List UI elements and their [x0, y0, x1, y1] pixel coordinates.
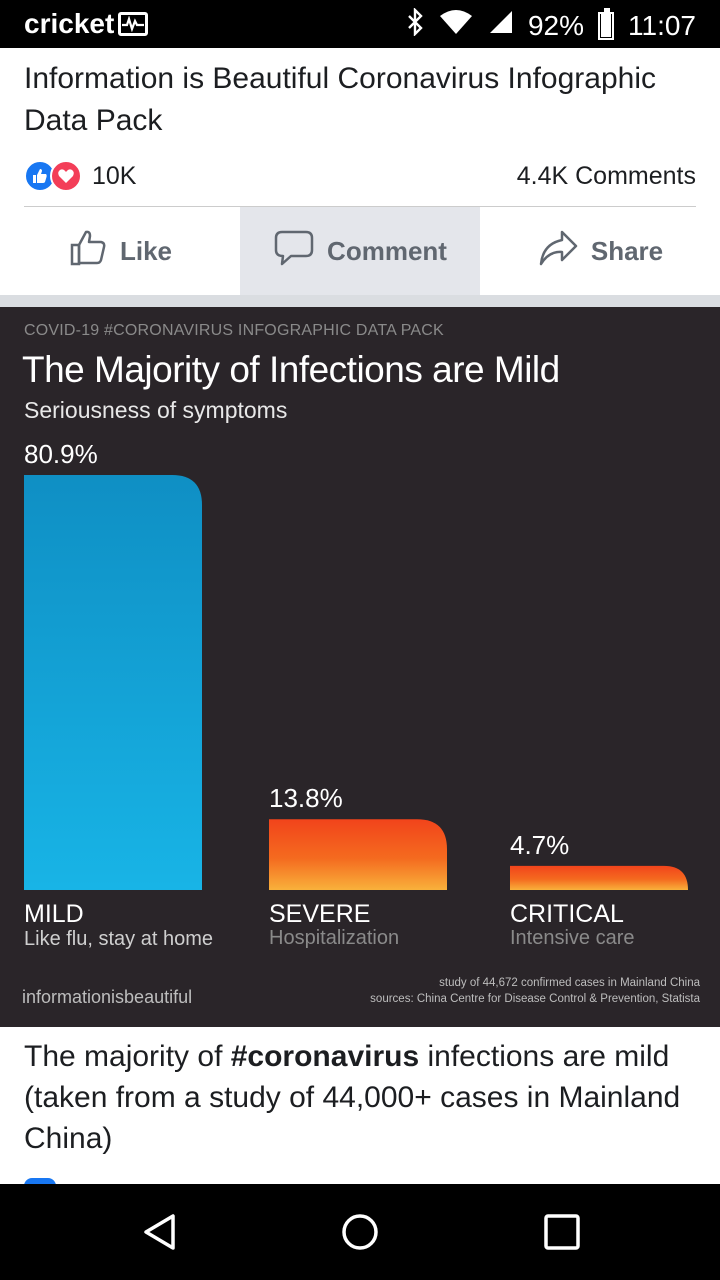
sources-note: sources: China Centre for Disease Contro… — [370, 993, 700, 1005]
bar-severe — [269, 819, 447, 890]
brand-logo: informationisbeautiful — [22, 987, 193, 1007]
reactions-row: 10K 4.4K Comments — [24, 156, 696, 196]
value-label-critical: 4.7% — [510, 830, 569, 860]
value-label-mild: 80.9% — [24, 439, 98, 469]
carrier: cricket — [24, 8, 149, 40]
category-desc-severe: Hospitalization — [269, 927, 400, 949]
comment-label: Comment — [327, 235, 447, 266]
infographic-kicker: COVID-19 #CORONAVIRUS INFOGRAPHIC DATA P… — [24, 322, 444, 339]
chart-title: The Majority of Infections are Mild — [22, 349, 560, 390]
bar-chart: 80.9% 13.8% 4.7% — [24, 439, 688, 890]
like-label: Like — [119, 235, 173, 266]
post-separator — [0, 295, 720, 307]
reaction-count[interactable]: 10K — [92, 161, 137, 190]
signal-icon — [488, 9, 514, 42]
status-icons: 4 92% 11:07 — [406, 7, 696, 43]
love-reaction-icon[interactable] — [50, 160, 82, 192]
carrier-logo-icon — [118, 12, 149, 36]
comment-bubble-icon — [273, 228, 315, 275]
comment-button[interactable]: Comment — [240, 207, 480, 295]
status-bar: cricket 4 92% 11:07 — [0, 0, 720, 48]
share-button[interactable]: Share — [480, 207, 720, 295]
category-label-mild: MILD — [24, 900, 84, 928]
divider — [24, 206, 696, 207]
post-title[interactable]: Information is Beautiful Coronavirus Inf… — [24, 62, 656, 137]
avatar[interactable] — [24, 1178, 56, 1186]
category-desc-mild: Like flu, stay at home — [24, 928, 213, 950]
like-button[interactable]: Like — [0, 207, 240, 295]
bluetooth-icon — [406, 7, 424, 43]
chart-subtitle: Seriousness of symptoms — [24, 397, 288, 423]
bar-mild — [24, 475, 202, 890]
battery-icon — [598, 7, 614, 40]
category-label-severe: SEVERE — [269, 900, 371, 928]
share-label: Share — [590, 235, 664, 266]
caption-text-rest: infections are mild (taken from a study … — [24, 1040, 681, 1155]
category-desc-critical: Intensive care — [510, 927, 635, 949]
carrier-name: cricket — [24, 8, 115, 39]
caption-text: The majority of — [24, 1040, 231, 1073]
recents-icon[interactable] — [542, 1212, 582, 1257]
svg-text:4: 4 — [460, 26, 466, 36]
study-note: study of 44,672 confirmed cases in Mainl… — [439, 977, 700, 989]
post-actions: Like Comment Share — [0, 207, 720, 295]
home-icon[interactable] — [340, 1212, 380, 1257]
battery-percent: 92% — [527, 9, 584, 41]
hashtag-link[interactable]: #coronavirus — [230, 1040, 420, 1073]
thumbs-up-icon — [68, 228, 108, 275]
share-arrow-icon — [537, 228, 579, 275]
value-label-severe: 13.8% — [269, 783, 343, 813]
wifi-icon: 4 — [438, 8, 474, 43]
clock: 11:07 — [628, 9, 696, 41]
back-icon[interactable] — [140, 1212, 180, 1257]
bar-critical — [510, 865, 688, 890]
category-label-critical: CRITICAL — [510, 900, 624, 928]
infographic-image[interactable]: COVID-19 #CORONAVIRUS INFOGRAPHIC DATA P… — [0, 307, 720, 1027]
comments-count[interactable]: 4.4K Comments — [516, 161, 696, 190]
post-caption: The majority of #coronavirus infections … — [24, 1036, 696, 1159]
navigation-bar — [0, 1184, 720, 1280]
